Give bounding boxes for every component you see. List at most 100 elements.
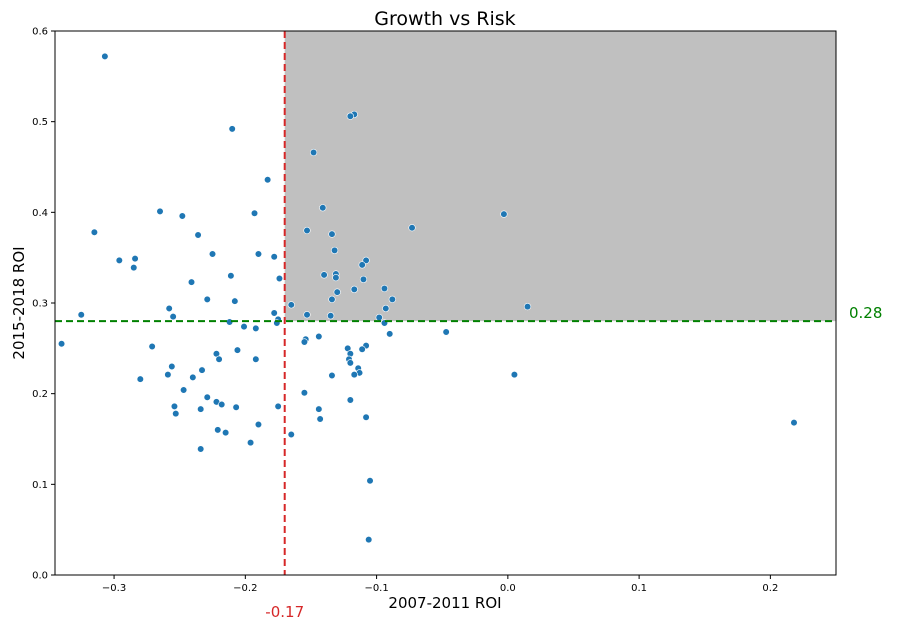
y-tick-label: 0.5 xyxy=(32,117,48,128)
scatter-point xyxy=(187,278,196,286)
scatter-point xyxy=(77,311,85,319)
scatter-point xyxy=(231,297,239,305)
scatter-point xyxy=(189,373,197,381)
scatter-point xyxy=(218,400,226,409)
scatter-point xyxy=(164,371,172,379)
x-tick-label: −0.2 xyxy=(233,583,257,594)
scatter-point xyxy=(240,322,248,331)
scatter-point xyxy=(270,309,278,317)
scatter-point xyxy=(328,371,336,380)
scatter-point xyxy=(252,355,260,363)
scatter-point xyxy=(228,125,236,133)
scatter-point xyxy=(300,338,308,346)
scatter-point xyxy=(264,176,272,184)
points-layer xyxy=(57,52,798,544)
x-tick-label: 0.1 xyxy=(631,583,647,594)
scatter-point xyxy=(180,386,188,394)
scatter-point xyxy=(346,396,354,404)
scatter-point xyxy=(274,402,282,410)
scatter-point xyxy=(359,275,368,284)
scatter-point xyxy=(303,311,311,319)
shaded-region-layer xyxy=(284,31,836,322)
scatter-point xyxy=(332,274,340,282)
scatter-point xyxy=(172,410,180,418)
scatter-point xyxy=(319,204,327,212)
y-tick-label: 0.0 xyxy=(32,571,48,582)
scatter-point xyxy=(275,274,284,283)
scatter-point xyxy=(500,210,508,218)
scatter-point xyxy=(315,405,323,413)
scatter-point xyxy=(203,295,211,303)
y-tick-label: 0.1 xyxy=(32,480,48,491)
scatter-point xyxy=(115,256,123,264)
x-tick-label: 0.2 xyxy=(762,583,778,594)
x-tick-label: −0.1 xyxy=(364,583,388,594)
scatter-point xyxy=(90,228,98,236)
y-axis-ticks: 0.0 0.1 0.2 0.3 0.4 0.5 0.6 xyxy=(32,27,55,582)
scatter-point xyxy=(350,285,358,294)
scatter-point xyxy=(380,284,389,293)
scatter-point xyxy=(362,256,370,264)
y-tick-label: 0.4 xyxy=(32,208,48,219)
scatter-point xyxy=(300,389,308,397)
y-axis-title: 2015-2018 ROI xyxy=(10,246,28,359)
scatter-point xyxy=(309,148,318,157)
scatter-point xyxy=(130,264,138,272)
y-tick-label: 0.6 xyxy=(32,27,48,38)
scatter-point xyxy=(194,231,202,239)
scatter-point xyxy=(523,303,532,311)
scatter-point xyxy=(222,429,230,437)
scatter-point xyxy=(101,52,109,60)
scatter-point xyxy=(350,371,358,379)
scatter-point xyxy=(328,230,336,238)
scatter-point xyxy=(214,426,222,434)
scatter-point xyxy=(365,536,373,544)
scatter-point xyxy=(232,403,240,411)
scatter-point xyxy=(316,415,324,423)
scatter-point xyxy=(169,313,177,321)
scatter-point xyxy=(156,207,164,216)
scatter-point xyxy=(328,295,336,303)
scatter-point xyxy=(227,272,235,280)
scatter-point xyxy=(57,340,66,348)
scatter-point xyxy=(408,224,416,232)
y-tick-label: 0.2 xyxy=(32,389,48,400)
scatter-point xyxy=(198,366,206,374)
scatter-point xyxy=(148,342,156,351)
scatter-point xyxy=(358,261,366,269)
scatter-point xyxy=(270,253,278,261)
scatter-point xyxy=(386,330,394,338)
scatter-point xyxy=(330,246,339,255)
x-axis-title: 2007-2011 ROI xyxy=(388,594,501,612)
scatter-point xyxy=(366,477,374,485)
scatter-point xyxy=(254,420,263,429)
scatter-point xyxy=(254,250,263,258)
scatter-point xyxy=(320,271,328,279)
scatter-point xyxy=(303,226,311,235)
scatter-point xyxy=(203,393,211,401)
chart-title: Growth vs Risk xyxy=(374,8,515,30)
scatter-point xyxy=(136,375,144,383)
scatter-point xyxy=(375,313,383,322)
scatter-point xyxy=(510,371,519,379)
reference-lines-layer xyxy=(55,31,836,575)
scatter-point xyxy=(208,250,217,258)
scatter-point xyxy=(170,402,179,410)
shaded-region xyxy=(284,31,836,322)
scatter-point xyxy=(197,445,205,453)
scatter-point xyxy=(382,304,390,313)
scatter-point xyxy=(327,312,335,320)
scatter-point xyxy=(346,359,354,367)
scatter-point xyxy=(442,328,450,336)
scatter-point xyxy=(287,430,295,439)
scatter-point xyxy=(178,212,186,220)
scatter-point xyxy=(287,301,295,309)
horizontal-threshold-label: 0.28 xyxy=(849,304,882,322)
scatter-point xyxy=(168,362,176,371)
scatter-point xyxy=(131,254,139,263)
y-tick-label: 0.3 xyxy=(32,299,48,310)
scatter-point xyxy=(252,324,260,332)
scatter-point xyxy=(346,112,354,120)
scatter-point xyxy=(197,405,205,413)
